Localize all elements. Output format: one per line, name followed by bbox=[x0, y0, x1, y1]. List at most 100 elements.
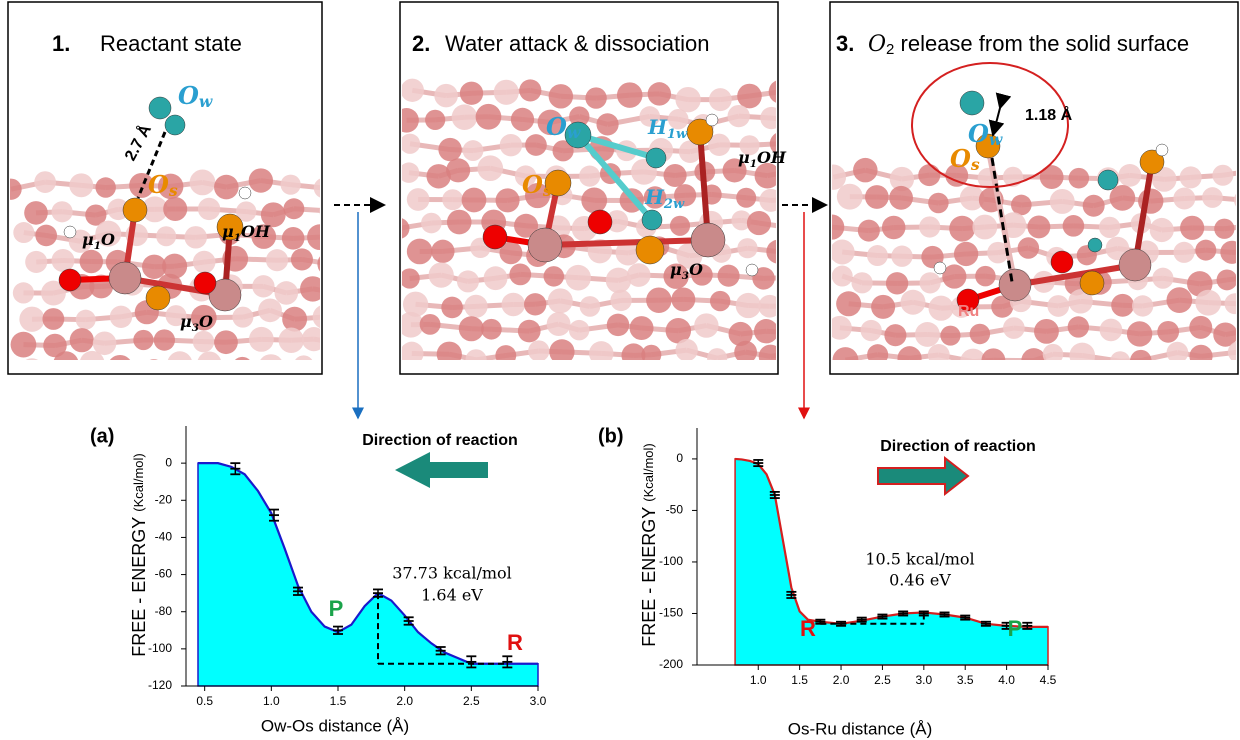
atom bbox=[709, 88, 732, 111]
atom bbox=[1083, 195, 1105, 217]
label-part: 3 bbox=[192, 322, 199, 334]
atom bbox=[193, 251, 216, 274]
atom bbox=[801, 138, 821, 158]
atom bbox=[502, 293, 525, 316]
label-part: OH bbox=[241, 222, 271, 241]
atom bbox=[64, 226, 76, 238]
label-part: O bbox=[689, 260, 703, 279]
annotation: 0.46 eV bbox=[889, 571, 951, 590]
bond bbox=[673, 378, 701, 382]
atom bbox=[940, 326, 960, 346]
atom bbox=[214, 330, 238, 354]
atom bbox=[70, 328, 94, 352]
x-tick-label: 4.5 bbox=[1040, 673, 1057, 687]
error-bar bbox=[981, 622, 991, 626]
error-bar bbox=[940, 612, 950, 616]
atom bbox=[1047, 295, 1069, 317]
atom bbox=[736, 293, 761, 318]
atom bbox=[407, 239, 433, 265]
atom bbox=[1127, 321, 1152, 346]
atom bbox=[1080, 271, 1104, 295]
error-bar bbox=[857, 618, 867, 622]
atom bbox=[1202, 187, 1223, 208]
atom-label: 1.18 Å bbox=[1025, 105, 1073, 124]
atom bbox=[796, 341, 816, 361]
atom bbox=[832, 266, 853, 287]
y-tick-label: -100 bbox=[148, 641, 172, 655]
x-tick-label: 1.0 bbox=[263, 694, 280, 708]
atom bbox=[442, 189, 463, 210]
atom bbox=[972, 215, 997, 240]
atom bbox=[606, 268, 631, 293]
bond bbox=[325, 310, 366, 317]
y-axis-label: FREE - ENERGY(Kcal/mol) bbox=[639, 443, 659, 647]
atom bbox=[463, 140, 484, 161]
atom bbox=[544, 266, 564, 286]
atom bbox=[1173, 242, 1194, 263]
atom bbox=[975, 266, 995, 286]
atom bbox=[484, 372, 510, 398]
atom bbox=[333, 175, 354, 196]
atom bbox=[441, 297, 463, 319]
annotation: P bbox=[1008, 616, 1023, 641]
atom bbox=[886, 272, 908, 294]
atom bbox=[737, 84, 762, 109]
atom bbox=[283, 198, 304, 219]
atom bbox=[314, 178, 334, 198]
atom bbox=[1195, 240, 1216, 261]
atom bbox=[476, 104, 502, 130]
atom bbox=[569, 320, 590, 341]
bond bbox=[738, 384, 768, 385]
bond bbox=[440, 383, 470, 384]
x-tick-label: 1.5 bbox=[791, 673, 808, 687]
bond bbox=[1009, 385, 1052, 388]
y-tick-label: -60 bbox=[155, 567, 173, 581]
atom bbox=[1120, 375, 1142, 397]
atom bbox=[1099, 217, 1120, 238]
atom bbox=[232, 307, 253, 328]
label-part: w bbox=[989, 130, 1003, 149]
error-bar bbox=[877, 615, 887, 619]
atom bbox=[960, 91, 984, 115]
atom bbox=[165, 115, 185, 135]
atom bbox=[511, 372, 532, 393]
atom bbox=[69, 173, 93, 197]
bond bbox=[701, 378, 738, 383]
label-part: 1 bbox=[234, 232, 241, 244]
title-part: release from the solid surface bbox=[894, 31, 1189, 56]
bond bbox=[329, 264, 355, 267]
atom bbox=[13, 282, 34, 303]
label-part: 2w bbox=[663, 197, 685, 212]
atom bbox=[214, 175, 239, 200]
atom bbox=[1040, 165, 1064, 189]
x-tick-label: 2.0 bbox=[833, 673, 850, 687]
atom bbox=[585, 87, 606, 108]
atom bbox=[401, 79, 424, 102]
x-tick-label: 3.0 bbox=[530, 694, 547, 708]
x-tick-label: 4.0 bbox=[998, 673, 1015, 687]
atom bbox=[494, 80, 519, 105]
bond bbox=[782, 144, 812, 149]
atom bbox=[928, 193, 948, 213]
atom bbox=[1011, 195, 1032, 216]
bond bbox=[470, 383, 497, 385]
label-part: 1.18 Å bbox=[1025, 105, 1073, 124]
label-part: OH bbox=[757, 148, 787, 167]
atom bbox=[198, 198, 220, 220]
label-part: 1 bbox=[94, 240, 101, 252]
atom bbox=[420, 314, 441, 335]
atom bbox=[642, 210, 662, 230]
atom bbox=[462, 188, 487, 213]
annotation: 37.73 kcal/mol bbox=[392, 564, 512, 583]
atom bbox=[851, 272, 872, 293]
y-axis-label: FREE - ENERGY(Kcal/mol) bbox=[129, 453, 149, 657]
atom bbox=[184, 226, 206, 248]
x-tick-label: 3.5 bbox=[957, 673, 974, 687]
panel-title: Water attack & dissociation bbox=[445, 31, 710, 56]
atom bbox=[547, 312, 571, 336]
bond bbox=[497, 383, 521, 385]
atom bbox=[549, 84, 573, 108]
atom bbox=[336, 227, 360, 251]
annotation: Direction of reaction bbox=[880, 438, 1036, 455]
atom bbox=[431, 240, 454, 263]
